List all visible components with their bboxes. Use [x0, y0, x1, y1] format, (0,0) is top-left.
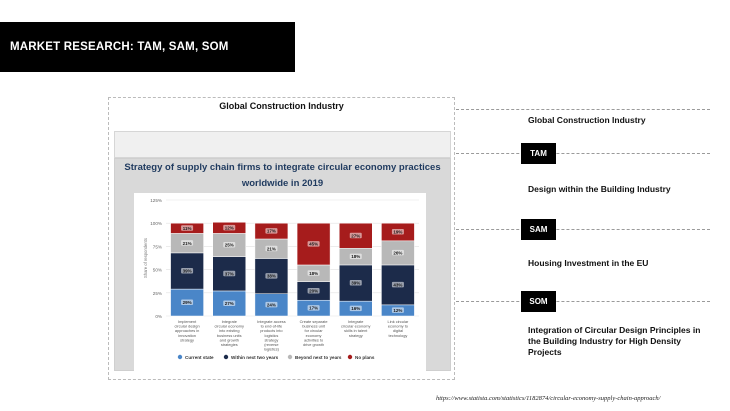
data-label: 27% — [225, 301, 234, 306]
data-label-bg — [223, 242, 236, 248]
frame-title: Global Construction Industry — [219, 101, 344, 111]
legend-marker-no-plans — [347, 354, 353, 360]
source-url[interactable]: https://www.statista.com/statistics/1182… — [436, 395, 661, 402]
legend-marker-two-years — [223, 354, 229, 360]
data-label-bg — [307, 305, 320, 311]
x-tick-label: Integrate circular economy skills in talen… — [341, 319, 370, 338]
connector-line-som — [456, 301, 710, 302]
connector-line-sam — [456, 229, 710, 230]
sam-tag: SAM — [521, 219, 556, 240]
data-label: 37% — [225, 271, 234, 276]
data-label-bg — [391, 281, 404, 288]
data-label-bg — [223, 270, 236, 277]
y-tick-label: 125% — [150, 198, 162, 203]
data-label-bg — [349, 280, 362, 286]
data-label-bg — [223, 224, 236, 231]
data-label-bg — [181, 240, 194, 246]
tam-tag: TAM — [521, 143, 556, 164]
connector-line-tam — [456, 153, 710, 154]
data-label-bg — [391, 229, 404, 235]
legend-label: Current state — [185, 355, 214, 360]
data-label: 17% — [267, 229, 276, 234]
data-label: 12% — [393, 308, 402, 313]
data-label: 39% — [351, 281, 360, 286]
data-label: 17% — [309, 306, 318, 311]
y-tick-label: 25% — [153, 291, 162, 296]
som-label: Integration of Circular Design Principle… — [528, 325, 701, 357]
data-label: 18% — [351, 254, 360, 259]
x-tick-label: Link circular economy to digital technology — [388, 319, 409, 338]
data-label: 45% — [309, 242, 318, 247]
connector-line-top — [456, 109, 710, 110]
data-label: 11% — [183, 226, 192, 231]
data-label-bg — [307, 270, 320, 276]
legend-label: No plans — [355, 355, 375, 360]
data-label: 29% — [183, 300, 192, 305]
x-tick-label: Integrate access to end-of-life products i… — [257, 319, 286, 352]
legend-label: Beyond next to years — [295, 355, 342, 360]
global-construction-label: Global Construction Industry — [528, 115, 646, 125]
tam-label: Design within the Building Industry — [528, 184, 671, 194]
data-label-bg — [307, 287, 320, 294]
data-label: 20% — [309, 289, 318, 294]
data-label: 27% — [351, 233, 360, 238]
y-tick-label: 75% — [153, 244, 162, 249]
data-label-bg — [181, 299, 194, 306]
chart-frame — [108, 97, 455, 380]
slide-title: MARKET RESEARCH: TAM, SAM, SOM — [0, 22, 295, 72]
legend-marker-beyond — [287, 354, 293, 360]
y-tick-label: 100% — [150, 221, 162, 226]
data-label-bg — [265, 228, 278, 234]
data-label: 16% — [351, 306, 360, 311]
data-label-bg — [265, 245, 278, 252]
x-tick-label: Create separate business unit for circular… — [300, 319, 328, 347]
data-label: 25% — [225, 243, 234, 248]
data-label-bg — [307, 241, 320, 247]
sam-label: Housing Investment in the EU — [528, 258, 649, 268]
data-label: 21% — [267, 246, 276, 251]
data-label: 24% — [267, 302, 276, 307]
data-label: 12% — [225, 225, 234, 230]
data-label-bg — [181, 225, 194, 231]
legend-marker-current — [177, 354, 183, 360]
x-tick-label: Integrate circular economy into existing bu… — [215, 319, 244, 347]
y-axis-label: Share of respondents — [143, 238, 148, 278]
data-label: 18% — [309, 271, 318, 276]
chart-header-band — [114, 131, 451, 158]
data-label-bg — [265, 273, 278, 279]
data-label-bg — [265, 301, 278, 308]
x-tick-label: Implement circular design approaches in inn… — [175, 319, 200, 342]
data-label: 26% — [393, 250, 402, 255]
data-label: 19% — [393, 230, 402, 235]
legend-label: Within next two years — [231, 355, 279, 360]
chart-title: Strategy of supply chain firms to integr… — [124, 162, 441, 189]
data-label: 39% — [183, 269, 192, 274]
data-label-bg — [223, 300, 236, 306]
data-label-bg — [349, 232, 362, 239]
y-tick-label: 50% — [153, 268, 162, 273]
data-label: 38% — [267, 274, 276, 279]
y-tick-label: 0% — [155, 314, 162, 319]
data-label-bg — [391, 249, 404, 256]
data-label-bg — [391, 307, 404, 313]
data-label-bg — [181, 267, 194, 274]
som-tag: SOM — [521, 291, 556, 312]
data-label-bg — [349, 253, 362, 260]
data-label-bg — [349, 305, 362, 312]
data-label: 43% — [393, 283, 402, 288]
data-label: 21% — [183, 241, 192, 246]
stacked-bar-chart: 0% 25% 50% 75% 100% 125% Share of respondents 2… — [143, 198, 419, 360]
